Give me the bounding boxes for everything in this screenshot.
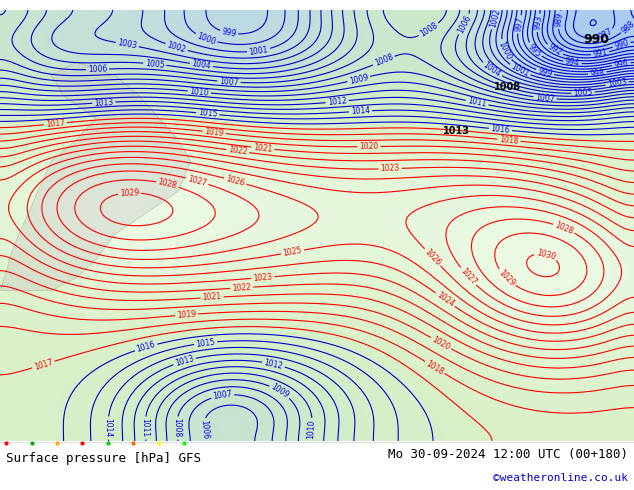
Text: 988: 988 <box>620 19 634 35</box>
Text: 1010: 1010 <box>307 419 317 440</box>
Text: 1016: 1016 <box>136 340 157 354</box>
Text: 987: 987 <box>597 27 614 42</box>
Text: ©weatheronline.co.uk: ©weatheronline.co.uk <box>493 473 628 483</box>
Text: 1008: 1008 <box>418 21 439 39</box>
Text: 1004: 1004 <box>191 59 212 71</box>
Text: 1017: 1017 <box>45 118 65 129</box>
Text: 989: 989 <box>554 12 565 28</box>
Text: 1002: 1002 <box>166 40 187 54</box>
Text: 1020: 1020 <box>359 142 378 151</box>
Text: 993: 993 <box>533 15 544 31</box>
Text: 1027: 1027 <box>458 267 478 287</box>
Text: 1001: 1001 <box>249 45 269 56</box>
Text: 1018: 1018 <box>424 359 445 376</box>
Text: 999: 999 <box>221 27 237 39</box>
Text: 1028: 1028 <box>157 177 178 191</box>
Text: 1005: 1005 <box>145 59 165 70</box>
Text: 1004: 1004 <box>481 61 503 79</box>
Text: 1015: 1015 <box>195 337 216 348</box>
Text: 996: 996 <box>613 58 629 70</box>
Text: 1021: 1021 <box>202 293 222 302</box>
Text: 1010: 1010 <box>190 87 209 98</box>
Text: 1013: 1013 <box>94 98 113 108</box>
Text: 1029: 1029 <box>496 268 516 288</box>
Text: 1009: 1009 <box>348 73 369 86</box>
Text: 1025: 1025 <box>282 246 303 258</box>
Text: 1005: 1005 <box>573 88 593 98</box>
Text: 995: 995 <box>526 42 543 59</box>
Text: 999: 999 <box>536 66 553 79</box>
Text: 1007: 1007 <box>219 77 239 87</box>
Text: 1028: 1028 <box>553 220 574 236</box>
Text: 1012: 1012 <box>263 358 284 370</box>
Text: 1013: 1013 <box>443 125 470 136</box>
Text: 1022: 1022 <box>232 283 252 293</box>
Text: 991: 991 <box>592 48 608 59</box>
Text: 1009: 1009 <box>269 382 290 400</box>
Text: 1024: 1024 <box>435 291 456 309</box>
Text: 1001: 1001 <box>509 62 531 79</box>
Text: 1003: 1003 <box>117 38 138 51</box>
Text: 1007: 1007 <box>535 93 555 103</box>
Text: 998: 998 <box>590 68 605 78</box>
Text: 1006: 1006 <box>200 419 210 440</box>
Text: 1007: 1007 <box>212 390 233 401</box>
Text: 1013: 1013 <box>174 354 195 368</box>
Text: 1023: 1023 <box>380 164 400 173</box>
Text: 994: 994 <box>565 57 580 68</box>
Text: Surface pressure [hPa] GFS: Surface pressure [hPa] GFS <box>6 452 202 465</box>
Text: 1000: 1000 <box>496 40 513 61</box>
Text: 1021: 1021 <box>253 143 273 154</box>
Text: 1019: 1019 <box>204 127 224 138</box>
Text: 1008: 1008 <box>373 53 394 68</box>
Text: 1026: 1026 <box>225 174 246 188</box>
Text: 1011: 1011 <box>467 97 488 109</box>
Text: 1000: 1000 <box>196 31 217 46</box>
Text: 1027: 1027 <box>186 174 208 188</box>
Text: 1014: 1014 <box>104 418 113 438</box>
Text: 1020: 1020 <box>430 335 451 352</box>
Text: 1029: 1029 <box>120 188 139 197</box>
Text: 1022: 1022 <box>228 146 248 157</box>
Text: 997: 997 <box>514 16 525 32</box>
Text: 1026: 1026 <box>423 247 443 268</box>
Text: 1017: 1017 <box>33 358 54 371</box>
Text: 1003: 1003 <box>607 77 627 89</box>
Text: 1012: 1012 <box>327 96 347 107</box>
Text: 1006: 1006 <box>456 14 473 35</box>
Text: 1008: 1008 <box>172 418 181 438</box>
Text: 990: 990 <box>583 33 609 47</box>
Text: 1014: 1014 <box>351 106 370 116</box>
Text: 1006: 1006 <box>87 65 107 74</box>
Text: 1018: 1018 <box>499 135 519 146</box>
Text: 1019: 1019 <box>177 310 197 320</box>
Text: 1002: 1002 <box>488 8 502 29</box>
Text: 1015: 1015 <box>198 108 218 119</box>
Text: 992: 992 <box>546 43 563 58</box>
Text: 1016: 1016 <box>491 124 510 135</box>
Text: 1008: 1008 <box>494 82 521 93</box>
Text: Mo 30-09-2024 12:00 UTC (00+180): Mo 30-09-2024 12:00 UTC (00+180) <box>387 448 628 461</box>
Text: 990: 990 <box>613 38 630 51</box>
Text: 1023: 1023 <box>253 272 273 283</box>
Text: 1011: 1011 <box>141 418 150 438</box>
Text: 1030: 1030 <box>535 248 556 262</box>
